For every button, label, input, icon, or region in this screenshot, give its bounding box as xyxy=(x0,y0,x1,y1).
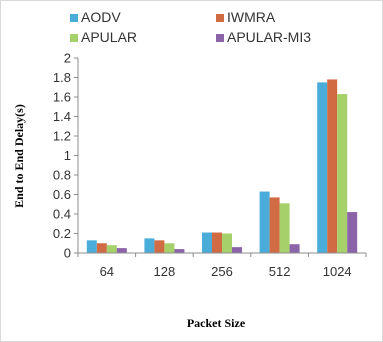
legend-swatch xyxy=(70,34,78,42)
bars xyxy=(86,79,358,253)
x-tick-label: 64 xyxy=(100,264,114,279)
bar-aodv-64 xyxy=(86,240,97,253)
y-tick-label: 0.4 xyxy=(53,207,71,222)
legend-label: AODV xyxy=(81,9,121,25)
bar-iwmra-256 xyxy=(212,232,222,253)
y-tick-label: 1.4 xyxy=(53,109,71,124)
x-axis: 64 128 256 512 1024 xyxy=(77,252,367,279)
legend-label: APULAR-MI3 xyxy=(227,29,311,45)
legend-swatch xyxy=(216,34,224,42)
y-tick-label: 0.8 xyxy=(53,168,71,183)
bar-iwmra-64 xyxy=(96,243,107,253)
bar-apular-512 xyxy=(279,203,290,253)
bar-iwmra-1024 xyxy=(327,79,338,253)
bar-apular-mi3-64 xyxy=(116,248,127,253)
y-tick-label: 1.2 xyxy=(53,129,71,144)
bar-aodv-256 xyxy=(202,232,212,253)
bar-apular-64 xyxy=(106,245,117,253)
y-tick-label: 0.2 xyxy=(53,226,71,241)
legend: AODV IWMRA APULAR APULAR-MI3 xyxy=(70,9,311,45)
bar-apular-mi3-256 xyxy=(232,247,242,253)
y-tick-label: 2 xyxy=(64,51,71,66)
bar-aodv-512 xyxy=(259,191,270,253)
y-axis-title: End to End Delay(s) xyxy=(12,104,26,208)
bar-apular-mi3-128 xyxy=(174,249,185,253)
legend-label: IWMRA xyxy=(227,9,276,25)
bar-apular-mi3-512 xyxy=(289,244,300,253)
x-axis-title: Packet Size xyxy=(187,316,246,330)
legend-swatch xyxy=(216,14,224,22)
y-tick-label: 1.6 xyxy=(53,90,71,105)
y-axis: 0 0.2 0.4 0.6 0.8 1 1.2 1.4 1.6 1.8 2 xyxy=(53,51,79,261)
y-tick-label: 1.8 xyxy=(53,70,71,85)
bar-iwmra-128 xyxy=(154,240,165,253)
y-tick-label: 1 xyxy=(64,148,71,163)
bar-apular-1024 xyxy=(337,94,348,253)
x-tick-label: 1024 xyxy=(323,264,352,279)
bar-apular-256 xyxy=(222,233,232,253)
y-tick-label: 0.6 xyxy=(53,187,71,202)
legend-swatch xyxy=(70,14,78,22)
bar-iwmra-512 xyxy=(269,197,280,253)
x-tick-label: 128 xyxy=(154,264,176,279)
legend-label: APULAR xyxy=(81,29,137,45)
x-tick-label: 512 xyxy=(269,264,291,279)
bar-apular-mi3-1024 xyxy=(347,212,358,253)
bar-aodv-128 xyxy=(144,238,155,253)
x-tick-label: 256 xyxy=(211,264,233,279)
bar-apular-128 xyxy=(164,243,175,253)
y-tick-label: 0 xyxy=(64,246,71,261)
bar-aodv-1024 xyxy=(317,82,328,253)
